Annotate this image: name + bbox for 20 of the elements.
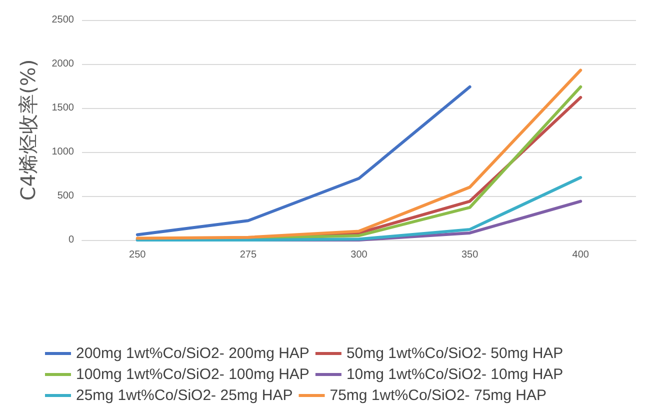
y-tick-label: 1000 (52, 146, 74, 158)
x-tick-label: 250 (129, 250, 146, 260)
line-series (136, 176, 582, 242)
y-tick-label: 1500 (52, 102, 74, 114)
legend-label: 200mg 1wt%Co/SiO2- 200mg HAP (76, 345, 310, 362)
y-tick-label: 0 (68, 234, 74, 246)
x-tick-label: 400 (572, 250, 590, 260)
y-tick-label: 2000 (52, 58, 74, 70)
y-tick-label: 500 (57, 190, 74, 202)
legend-label: 25mg 1wt%Co/SiO2- 25mg HAP (76, 387, 293, 404)
x-tick-label: 350 (461, 250, 479, 260)
y-tick-label: 2500 (52, 14, 74, 26)
legend-label: 10mg 1wt%Co/SiO2- 10mg HAP (346, 366, 564, 383)
x-tick-label: 300 (350, 250, 368, 260)
y-axis-title: C4烯烃收率(%) (16, 59, 40, 201)
legend-label: 100mg 1wt%Co/SiO2- 100mg HAP (76, 366, 310, 383)
legend-label: 50mg 1wt%Co/SiO2- 50mg HAP (346, 345, 564, 362)
legend-label: 75mg 1wt%Co/SiO2- 75mg HAP (330, 387, 547, 404)
line-series (136, 85, 472, 236)
x-tick-label: 275 (240, 250, 257, 260)
